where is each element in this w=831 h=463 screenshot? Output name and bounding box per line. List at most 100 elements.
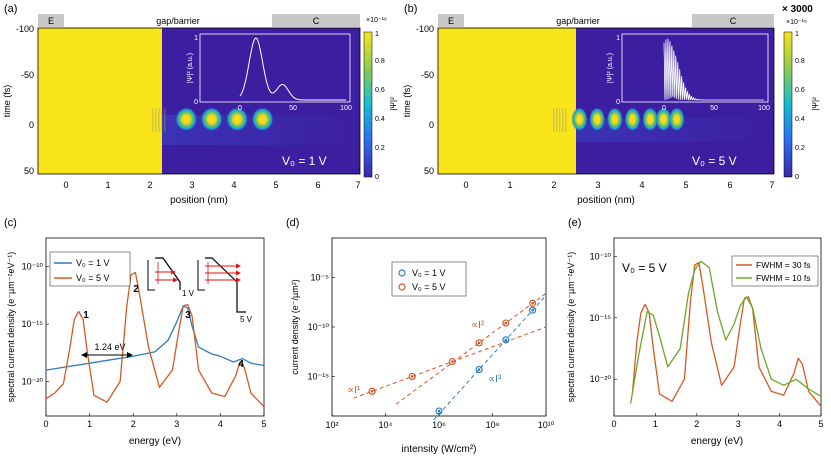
band-diagram-5v-label: 5 V	[240, 315, 253, 324]
ytick-b-2: 0	[429, 120, 434, 130]
panel-d: (d) 10² 10⁴ 10⁶ 10⁸ 10¹⁰ 10⁻¹⁵ 10⁻¹⁰ 10⁻⁵ V₀ = …	[286, 217, 555, 455]
inset-b-ytick-1: 1	[616, 35, 620, 42]
ytick-a-0: -100	[16, 24, 34, 34]
ylabel-c: spectral current density (e⁻µm⁻²eV⁻¹)	[6, 252, 16, 402]
point-d-1-0	[368, 387, 376, 395]
point-d-1-4	[502, 319, 510, 327]
ytick-b-0: -100	[416, 24, 434, 34]
point-d-1-1	[408, 372, 416, 381]
colorbar-b-exponent: ×10⁻¹⁹	[786, 19, 807, 26]
point-d-center-1-0	[370, 389, 374, 393]
ytick-c-1: 10⁻¹⁵	[22, 319, 44, 329]
energy-gap-label: 1.24 eV	[94, 342, 125, 352]
xticks-b: 0 1 2 3 4 5 6 7	[463, 180, 774, 190]
cb-b-tick-3: 0.6	[795, 87, 805, 94]
ytick-c-0: 10⁻²⁰	[22, 377, 44, 387]
ytick-d-2: 10⁻⁵	[311, 273, 330, 283]
energy-gap-arrowhead-right	[127, 352, 133, 358]
region-e-box-a	[38, 14, 64, 27]
colorbar-a-exponent: ×10⁻¹⁹	[366, 17, 387, 24]
inset-a-ytick-1: 1	[194, 35, 198, 42]
inset-b-ytick-0: 0	[616, 99, 620, 106]
inset-a-xtick-0: 0	[238, 105, 242, 112]
cb-b-tick-2: 0.4	[795, 116, 805, 123]
heatmap-b-blobs	[553, 107, 685, 133]
cb-b-tick-5: 1	[795, 31, 799, 38]
xtick-c-4: 4	[218, 419, 223, 429]
xtick-d-3: 10⁸	[486, 420, 500, 430]
xtick-b-4: 4	[639, 180, 644, 190]
wavepacket-blob-a-3	[251, 107, 274, 132]
point-d-center-1-2	[451, 360, 454, 363]
panel-e-label: (e)	[568, 217, 581, 229]
point-d-center-1-3	[477, 341, 481, 345]
point-d-center-0-0	[437, 409, 441, 413]
xtick-b-1: 1	[507, 180, 512, 190]
energy-gap-arrowhead-left	[81, 352, 87, 358]
inset-b-curve	[663, 38, 764, 101]
wavepacket-blob-a-1	[200, 107, 223, 132]
colorbar-a	[363, 31, 373, 178]
xtick-e-4: 4	[777, 419, 782, 429]
xtick-a-7: 7	[355, 180, 360, 190]
inset-b-xtick-0: 0	[662, 105, 666, 112]
xtick-a-3: 3	[189, 180, 194, 190]
wavepacket-blob-a-0	[175, 107, 198, 132]
xtick-b-6: 6	[727, 180, 732, 190]
legend-e-entry-1: FWHM = 10 fs	[756, 273, 811, 283]
xtick-a-6: 6	[315, 180, 320, 190]
xtick-a-4: 4	[231, 180, 236, 190]
colorbar-a-label: |Ψ|²	[389, 97, 398, 111]
xticks-a: 0 1 2 3 4 5 6 7	[63, 180, 360, 190]
panel-b: (b) E gap/barrier C 0 1 0 50 100 |Ψ|² (a…	[402, 3, 820, 206]
inset-a-ylabel: |Ψ|² (a.u.)	[187, 53, 194, 83]
ylabel-e: spectral current density (e⁻µm⁻²eV⁻¹)	[566, 252, 576, 402]
legend-e: FWHM = 30 fs FWHM = 10 fs	[731, 255, 819, 287]
xtick-a-5: 5	[273, 180, 278, 190]
xtick-c-3: 3	[174, 419, 179, 429]
wavepacket-blob-b-6	[668, 107, 685, 132]
inset-a-xtick-2: 100	[340, 105, 352, 112]
point-d-center-0-3	[531, 308, 534, 312]
series-d	[353, 292, 547, 421]
xtick-c-0: 0	[43, 419, 48, 429]
panel-a: (a) E gap/barrier C 0 1 0 50 100 |Ψ|² (a…	[2, 3, 398, 206]
cb-a-tick-5: 1	[375, 31, 379, 38]
region-c-label-a: C	[313, 16, 320, 26]
point-d-center-0-2	[504, 338, 508, 342]
cb-a-tick-1: 0.2	[375, 145, 385, 152]
axes-b-frame	[437, 27, 775, 175]
point-d-center-0-1	[477, 368, 481, 371]
colorbar-b-label: |Ψ|²	[811, 97, 820, 111]
cb-a-tick-4: 0.8	[375, 58, 385, 65]
point-d-0-1	[475, 365, 483, 374]
panel-e: (e) 0 1 2 3 4 5 10⁻²⁰ 10⁻¹⁵ 10⁻¹⁰ V₀ = 5 V FWHM …	[566, 217, 824, 447]
legend-d-swatch-1	[398, 283, 406, 291]
xlabel-e: energy (eV)	[691, 436, 743, 447]
annotation-e: V₀ = 5 V	[622, 261, 667, 275]
wavepacket-blob-b-0	[571, 107, 588, 132]
inset-b-xtick-2: 100	[758, 105, 770, 112]
xlabel-b: position (nm)	[577, 195, 635, 206]
region-c-box-a	[272, 14, 360, 27]
ticks-d: 10² 10⁴ 10⁶ 10⁸ 10¹⁰ 10⁻¹⁵ 10⁻¹⁰ 10⁻⁵	[308, 273, 555, 430]
heatmap-a-electrode	[38, 28, 162, 174]
legend-d-entry-1: V₀ = 5 V	[412, 282, 446, 292]
xtick-e-3: 3	[736, 419, 741, 429]
xtick-b-3: 3	[595, 180, 600, 190]
series-c-0	[45, 305, 265, 371]
inset-a-xtick-1: 50	[289, 105, 297, 112]
point-d-center-1-4	[504, 321, 508, 325]
xtick-b-2: 2	[551, 180, 556, 190]
xtick-d-2: 10⁶	[432, 420, 446, 430]
point-d-center-1-1	[410, 375, 414, 378]
xtick-e-2: 2	[694, 419, 699, 429]
ytick-e-0: 10⁻²⁰	[590, 374, 612, 384]
xtick-d-1: 10⁴	[379, 420, 393, 430]
band-diagram-5v: 5 V	[197, 257, 253, 324]
ylabel-d: current density (e⁻/µm²)	[290, 279, 300, 374]
point-d-1-2	[448, 358, 456, 366]
ytick-e-2: 10⁻¹⁰	[590, 251, 612, 261]
xlabel-a: position (nm)	[170, 195, 228, 206]
ytick-c-2: 10⁻¹⁰	[22, 262, 44, 272]
